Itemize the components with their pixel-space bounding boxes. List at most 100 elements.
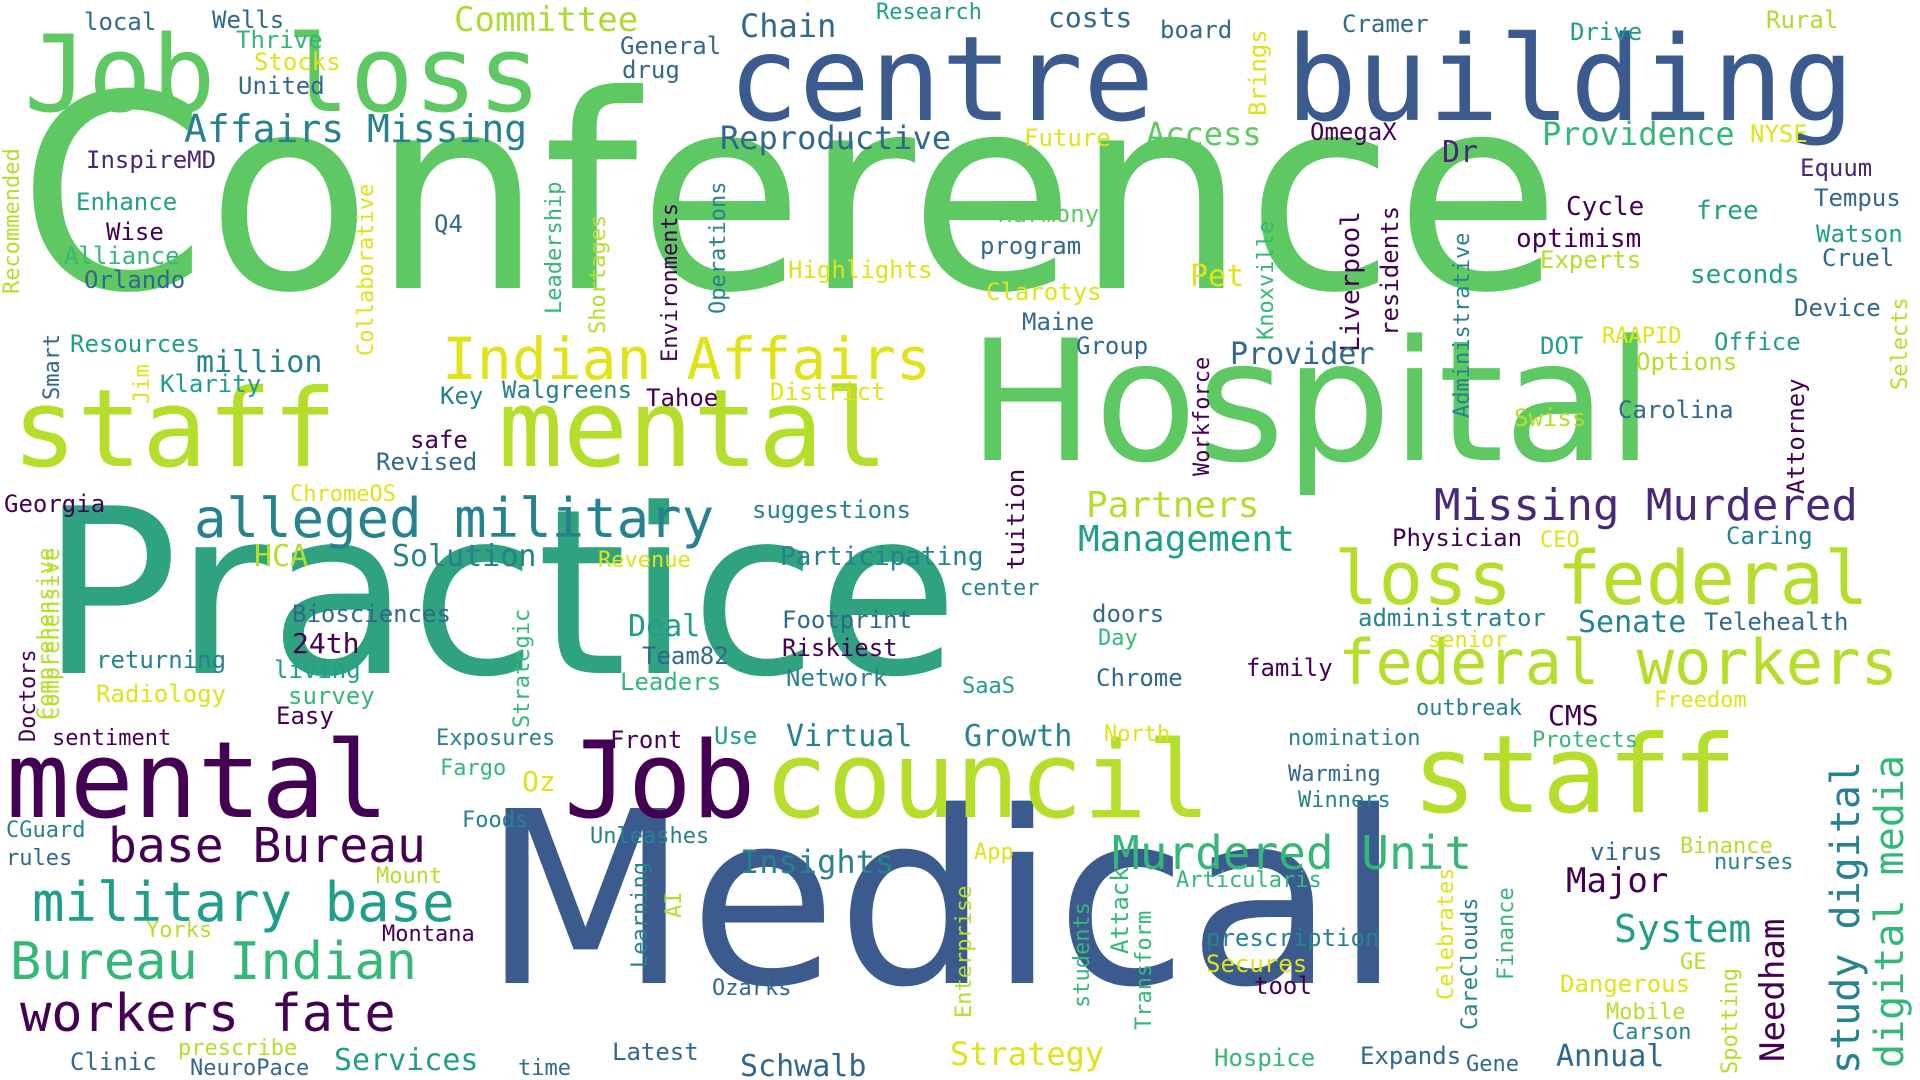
cloud-word-clinic: Clinic <box>70 1048 157 1076</box>
cloud-word-attorney: Attorney <box>1782 378 1810 494</box>
cloud-word-yorks: Yorks <box>146 918 213 943</box>
cloud-word-nurses: nurses <box>1714 850 1794 875</box>
cloud-word-rules: rules <box>6 846 73 871</box>
cloud-word-tempus: Tempus <box>1814 184 1901 212</box>
cloud-word-group: Group <box>1076 332 1149 360</box>
cloud-word-research: Research <box>876 0 982 25</box>
cloud-word-schwalb: Schwalb <box>740 1049 867 1080</box>
cloud-word-virtual: Virtual <box>786 719 913 754</box>
cloud-word-operations: Operations <box>706 181 731 314</box>
cloud-word-key: Key <box>440 382 484 410</box>
cloud-word-enhance: Enhance <box>76 188 178 216</box>
cloud-word-transform: Transform <box>1132 910 1157 1030</box>
cloud-word-expands: Expands <box>1360 1042 1462 1070</box>
cloud-word-wise: Wise <box>106 218 164 246</box>
cloud-word-missing-murdered: Missing Murdered <box>1434 480 1858 531</box>
cloud-word-secures: Secures <box>1206 950 1308 978</box>
cloud-word-costs: costs <box>1048 1 1133 34</box>
cloud-word-returning: returning <box>96 646 227 674</box>
cloud-word-mental: mental <box>498 367 889 492</box>
cloud-word-military-base: military base <box>32 871 455 934</box>
cloud-word-program: program <box>980 232 1082 260</box>
cloud-word-alliance: Alliance <box>64 242 180 270</box>
cloud-word-revised: Revised <box>376 448 478 476</box>
cloud-word-providence: Providence <box>1542 115 1735 153</box>
cloud-word-dr: Dr <box>1442 135 1479 170</box>
cloud-word-federal-workers: federal workers <box>1338 626 1898 699</box>
cloud-word-safe: safe <box>410 426 468 454</box>
cloud-word-loss-federal: loss federal <box>1334 536 1869 622</box>
cloud-word-outbreak: outbreak <box>1416 696 1522 721</box>
cloud-word-living: living <box>274 656 361 684</box>
cloud-word-swiss: Swiss <box>1514 404 1587 432</box>
cloud-word-doors: doors <box>1092 600 1165 628</box>
cloud-word-warming: Warming <box>1288 762 1381 787</box>
cloud-word-job: Job <box>564 719 756 842</box>
cloud-word-biosciences: Biosciences <box>292 600 451 628</box>
cloud-word-services: Services <box>334 1043 479 1078</box>
cloud-word-needham: Needham <box>1753 918 1793 1062</box>
cloud-word-comprehensive: Comprehensive <box>34 547 59 720</box>
cloud-word-riskiest: Riskiest <box>782 634 898 662</box>
cloud-word-affairs-missing: Affairs Missing <box>184 107 528 151</box>
cloud-word-easy: Easy <box>276 702 334 730</box>
cloud-word-experts: Experts <box>1540 246 1642 274</box>
cloud-word-system: System <box>1614 907 1752 951</box>
cloud-word-wells: Wells <box>212 6 285 34</box>
cloud-word-ge: GE <box>1680 950 1707 975</box>
cloud-word-learning: Learning <box>628 862 653 968</box>
cloud-word-council: council <box>764 719 1211 842</box>
cloud-word-medical: Medical <box>482 760 1402 1040</box>
cloud-word-bureau-indian: Bureau Indian <box>10 932 417 992</box>
cloud-word-hca: HCA <box>254 539 309 574</box>
cloud-word-alleged-military: alleged military <box>194 487 715 550</box>
cloud-word-mount: Mount <box>376 864 443 889</box>
cloud-word-pet: Pet <box>1190 259 1245 294</box>
cloud-word-day: Day <box>1098 626 1138 651</box>
cloud-word-environments: Environments <box>658 203 683 362</box>
cloud-word-orlando: Orlando <box>84 266 186 294</box>
cloud-word-protects: Protects <box>1532 728 1638 753</box>
cloud-word-local: local <box>84 8 157 36</box>
cloud-word-administrator: administrator <box>1358 604 1546 632</box>
cloud-word-montana: Montana <box>382 922 475 947</box>
cloud-word-mental: mental <box>6 719 389 842</box>
cloud-word-finance: Finance <box>1494 887 1519 980</box>
cloud-word-freedom: Freedom <box>1654 688 1747 713</box>
cloud-word-saas: SaaS <box>962 674 1015 699</box>
cloud-word-radiology: Radiology <box>96 680 227 708</box>
cloud-word-dot: DOT <box>1540 332 1584 360</box>
cloud-word-north: North <box>1104 722 1171 747</box>
cloud-word-resources: Resources <box>70 330 201 358</box>
cloud-word-stocks: Stocks <box>254 48 341 76</box>
cloud-word-virus: virus <box>1590 838 1663 866</box>
cloud-word-caring: Caring <box>1726 522 1813 550</box>
cloud-word-base-bureau: base Bureau <box>108 818 426 874</box>
cloud-word-front: Front <box>610 726 683 754</box>
cloud-word-cms: CMS <box>1548 699 1599 732</box>
cloud-word-growth: Growth <box>964 719 1073 754</box>
cloud-word-suggestions: suggestions <box>752 496 911 524</box>
cloud-word-oz: Oz <box>522 765 556 798</box>
cloud-word-senate: Senate <box>1578 605 1687 640</box>
cloud-word-sentiment: sentiment <box>52 726 172 751</box>
cloud-word-chrome: Chrome <box>1096 664 1183 692</box>
cloud-word-articularis: Articularis <box>1176 868 1322 893</box>
cloud-word-workforce: Workforce <box>1190 356 1215 476</box>
cloud-word-nomination: nomination <box>1288 726 1421 751</box>
cloud-word-spotting: Spotting <box>1718 968 1743 1074</box>
cloud-word-tahoe: Tahoe <box>646 384 719 412</box>
cloud-word-senior: senior <box>1428 628 1508 653</box>
cloud-word-solution: Solution <box>392 539 537 574</box>
cloud-word-seconds: seconds <box>1690 260 1800 290</box>
cloud-word-app: App <box>974 840 1014 865</box>
cloud-word-tool: tool <box>1254 972 1312 1000</box>
cloud-word-brings: Brings <box>1244 29 1272 116</box>
cloud-word-team82: Team82 <box>642 642 729 670</box>
cloud-word-shortages: Shortages <box>586 214 611 334</box>
cloud-word-clarotys: Clarotys <box>986 278 1102 306</box>
cloud-word-omegax: OmegaX <box>1310 118 1397 146</box>
cloud-word-equum: Equum <box>1800 154 1873 182</box>
cloud-word-cramer: Cramer <box>1342 10 1429 38</box>
